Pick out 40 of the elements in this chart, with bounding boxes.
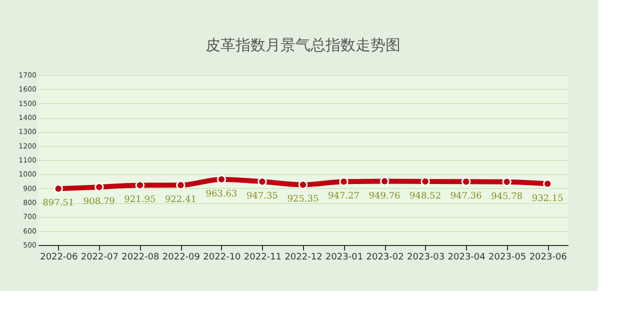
data-label: 925.35 [287,194,320,205]
point [420,176,430,186]
x-tick-label: 2022-06 [40,252,78,262]
x-tick-label: 2023-06 [529,252,568,262]
point [135,180,145,190]
point [339,177,348,186]
point [502,177,512,186]
chart-title: 皮革指数月景气总指数走势图 [206,36,400,54]
point [176,180,186,190]
x-tick-label: 2022-07 [80,252,118,262]
point [461,177,471,186]
data-label: 908.79 [83,197,116,208]
data-label: 945.78 [491,192,523,202]
x-tick-label: 2023-03 [407,252,445,262]
point [380,176,390,186]
x-tick-label: 2023-02 [366,252,404,262]
data-label: 922.41 [164,195,196,206]
x-tick-label: 2022-11 [244,252,282,262]
data-label: 948.52 [410,191,442,202]
data-label: 963.63 [206,189,238,200]
data-label: 947.36 [450,192,482,202]
point [54,184,64,194]
point [258,177,267,186]
data-label: 949.76 [368,191,401,202]
data-label: 897.51 [42,198,74,209]
point [542,179,552,188]
point [216,174,226,184]
data-label: 947.27 [328,192,360,202]
x-tick-label: 2022-12 [284,252,322,262]
data-label: 921.95 [124,195,156,206]
x-tick-label: 2023-05 [488,252,526,262]
data-label: 932.15 [532,194,564,204]
x-tick-label: 2022-09 [162,252,200,262]
point [298,180,308,190]
x-tick-label: 2023-01 [325,252,364,262]
x-tick-label: 2022-10 [203,252,242,262]
point [94,182,104,192]
data-label: 947.35 [246,192,278,202]
x-tick-label: 2022-08 [122,252,160,262]
x-tick-label: 2023-04 [448,252,486,262]
